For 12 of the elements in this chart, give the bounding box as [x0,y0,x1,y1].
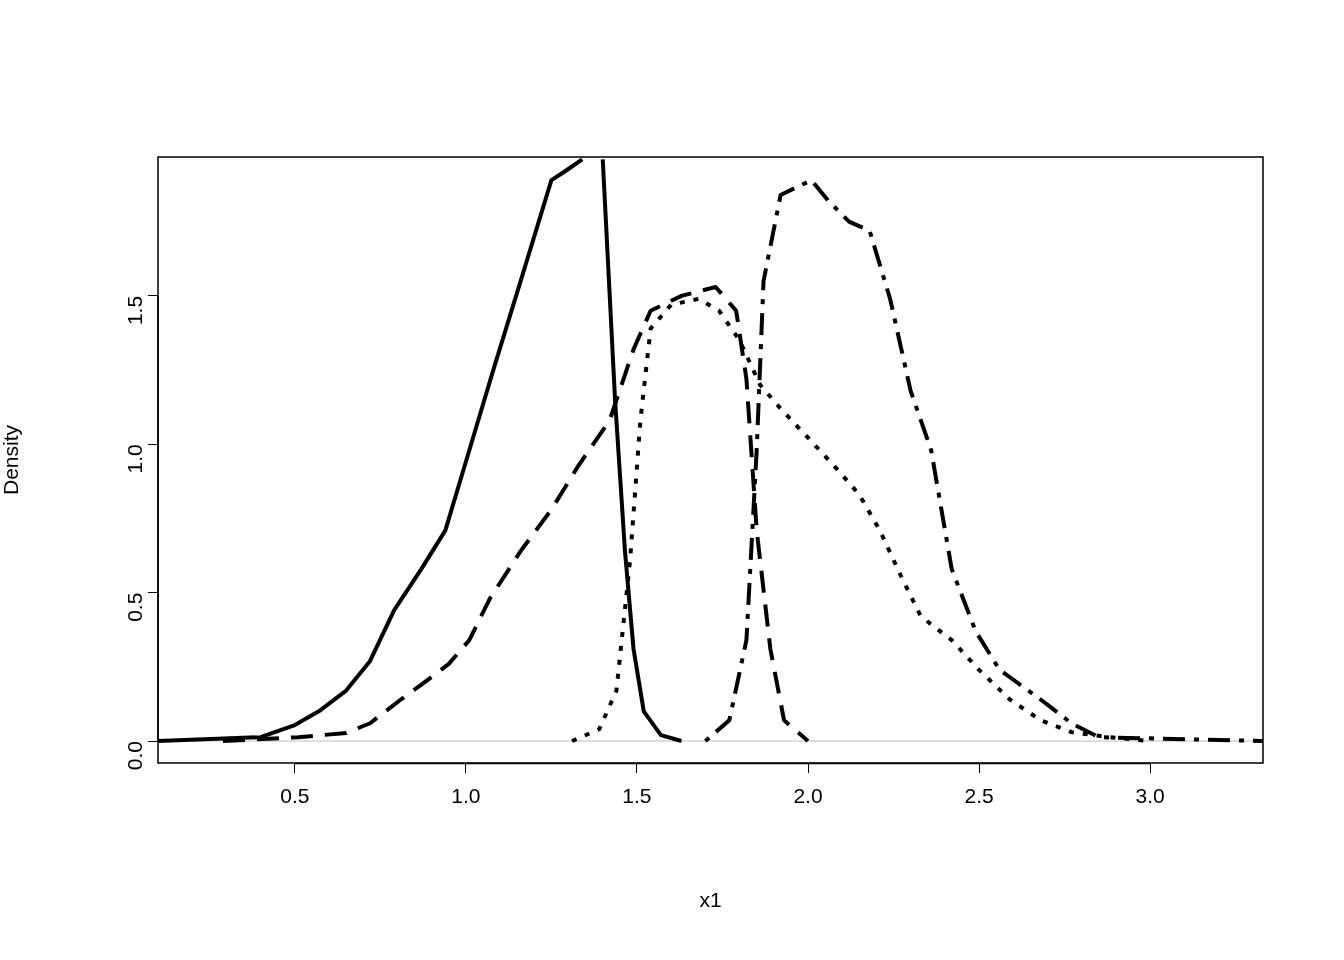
x-tick-label: 1.5 [622,784,652,808]
y-tick-label: 0.5 [122,592,146,622]
y-tick-label: 0.0 [122,741,146,771]
x-tick-label: 1.0 [451,784,481,808]
x-tick-label: 2.5 [964,784,994,808]
x-tick-label: 3.0 [1135,784,1165,808]
x-tick-label: 2.0 [793,784,823,808]
y-tick-label: 1.0 [122,444,146,474]
x-tick-label: 0.5 [280,784,310,808]
y-tick-label: 1.5 [122,295,146,326]
x-axis-title: x1 [699,888,722,912]
y-axis-title: Density [0,424,23,496]
